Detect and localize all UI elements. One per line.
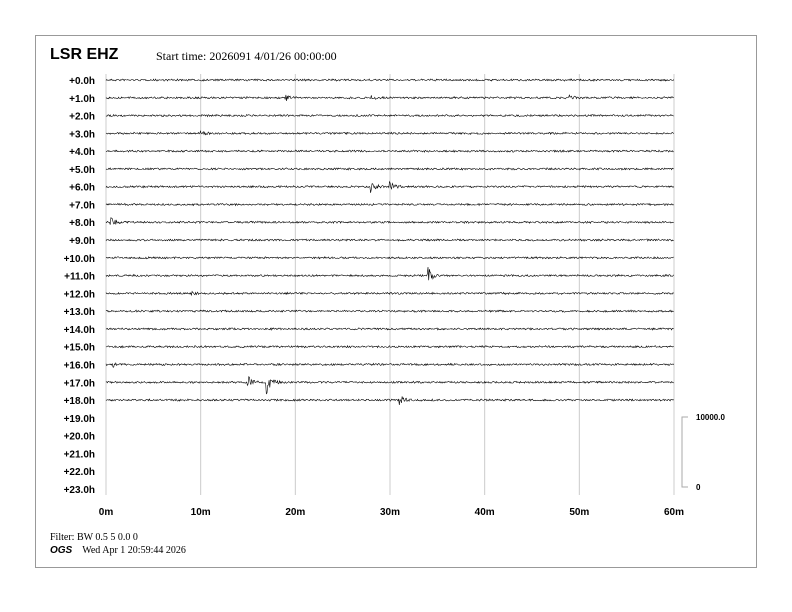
row-label: +23.0h [64,485,95,496]
x-tick-label: 20m [285,507,305,518]
footer-line: OGS Wed Apr 1 20:59:44 2026 [50,545,186,556]
row-label: +13.0h [64,307,95,318]
seismic-trace-4 [105,149,674,153]
row-label: +18.0h [64,396,95,407]
row-label: +5.0h [69,165,95,176]
seismic-trace-5 [105,167,674,171]
x-tick-label: 30m [380,507,400,518]
plot-frame [35,35,757,568]
seismic-trace-7 [105,202,674,207]
row-label: +1.0h [69,94,95,105]
row-label: +8.0h [69,218,95,229]
x-tick-label: 10m [191,507,211,518]
x-tick-label: 40m [475,507,495,518]
row-label: +10.0h [64,254,95,265]
row-label: +21.0h [64,449,95,460]
seismic-trace-18 [105,396,674,406]
row-label: +6.0h [69,183,95,194]
row-label: +17.0h [64,378,95,389]
scale-bar [681,416,688,488]
row-label: +15.0h [64,343,95,354]
seismic-trace-11 [105,266,674,281]
seismic-trace-9 [105,238,674,242]
seismic-trace-3 [105,130,674,136]
seismic-trace-17 [105,376,674,395]
row-label: +14.0h [64,325,95,336]
seismic-trace-2 [105,113,674,118]
generated-time: Wed Apr 1 20:59:44 2026 [82,545,186,556]
row-label: +12.0h [64,289,95,300]
org-label: OGS [50,545,73,556]
scale-top-label: 10000.0 [696,413,725,422]
seismic-trace-15 [105,344,674,349]
seismic-trace-14 [105,327,674,331]
seismic-trace-6 [105,180,674,193]
filter-text: Filter: BW 0.5 5 0.0 0 [50,532,138,543]
seismic-trace-16 [105,362,674,368]
row-label: +4.0h [69,147,95,158]
row-label: +3.0h [69,129,95,140]
seismic-trace-8 [105,217,674,225]
row-label: +11.0h [64,272,95,283]
seismic-trace-0 [105,78,674,82]
row-label: +22.0h [64,467,95,478]
x-tick-label: 0m [99,507,114,518]
start-time: Start time: 2026091 4/01/26 00:00:00 [156,49,337,63]
seismic-trace-10 [105,256,674,260]
row-label: +20.0h [64,432,95,443]
station-title: LSR EHZ [50,46,119,63]
row-label: +9.0h [69,236,95,247]
seismic-trace-1 [105,94,674,102]
row-label: +0.0h [69,76,95,87]
seismic-trace-12 [105,290,674,297]
row-label: +19.0h [64,414,95,425]
x-tick-label: 50m [569,507,589,518]
scale-bottom-label: 0 [696,483,701,492]
seismic-trace-13 [105,309,674,313]
row-label: +2.0h [69,112,95,123]
row-label: +7.0h [69,200,95,211]
row-label: +16.0h [64,360,95,371]
x-tick-label: 60m [664,507,684,518]
